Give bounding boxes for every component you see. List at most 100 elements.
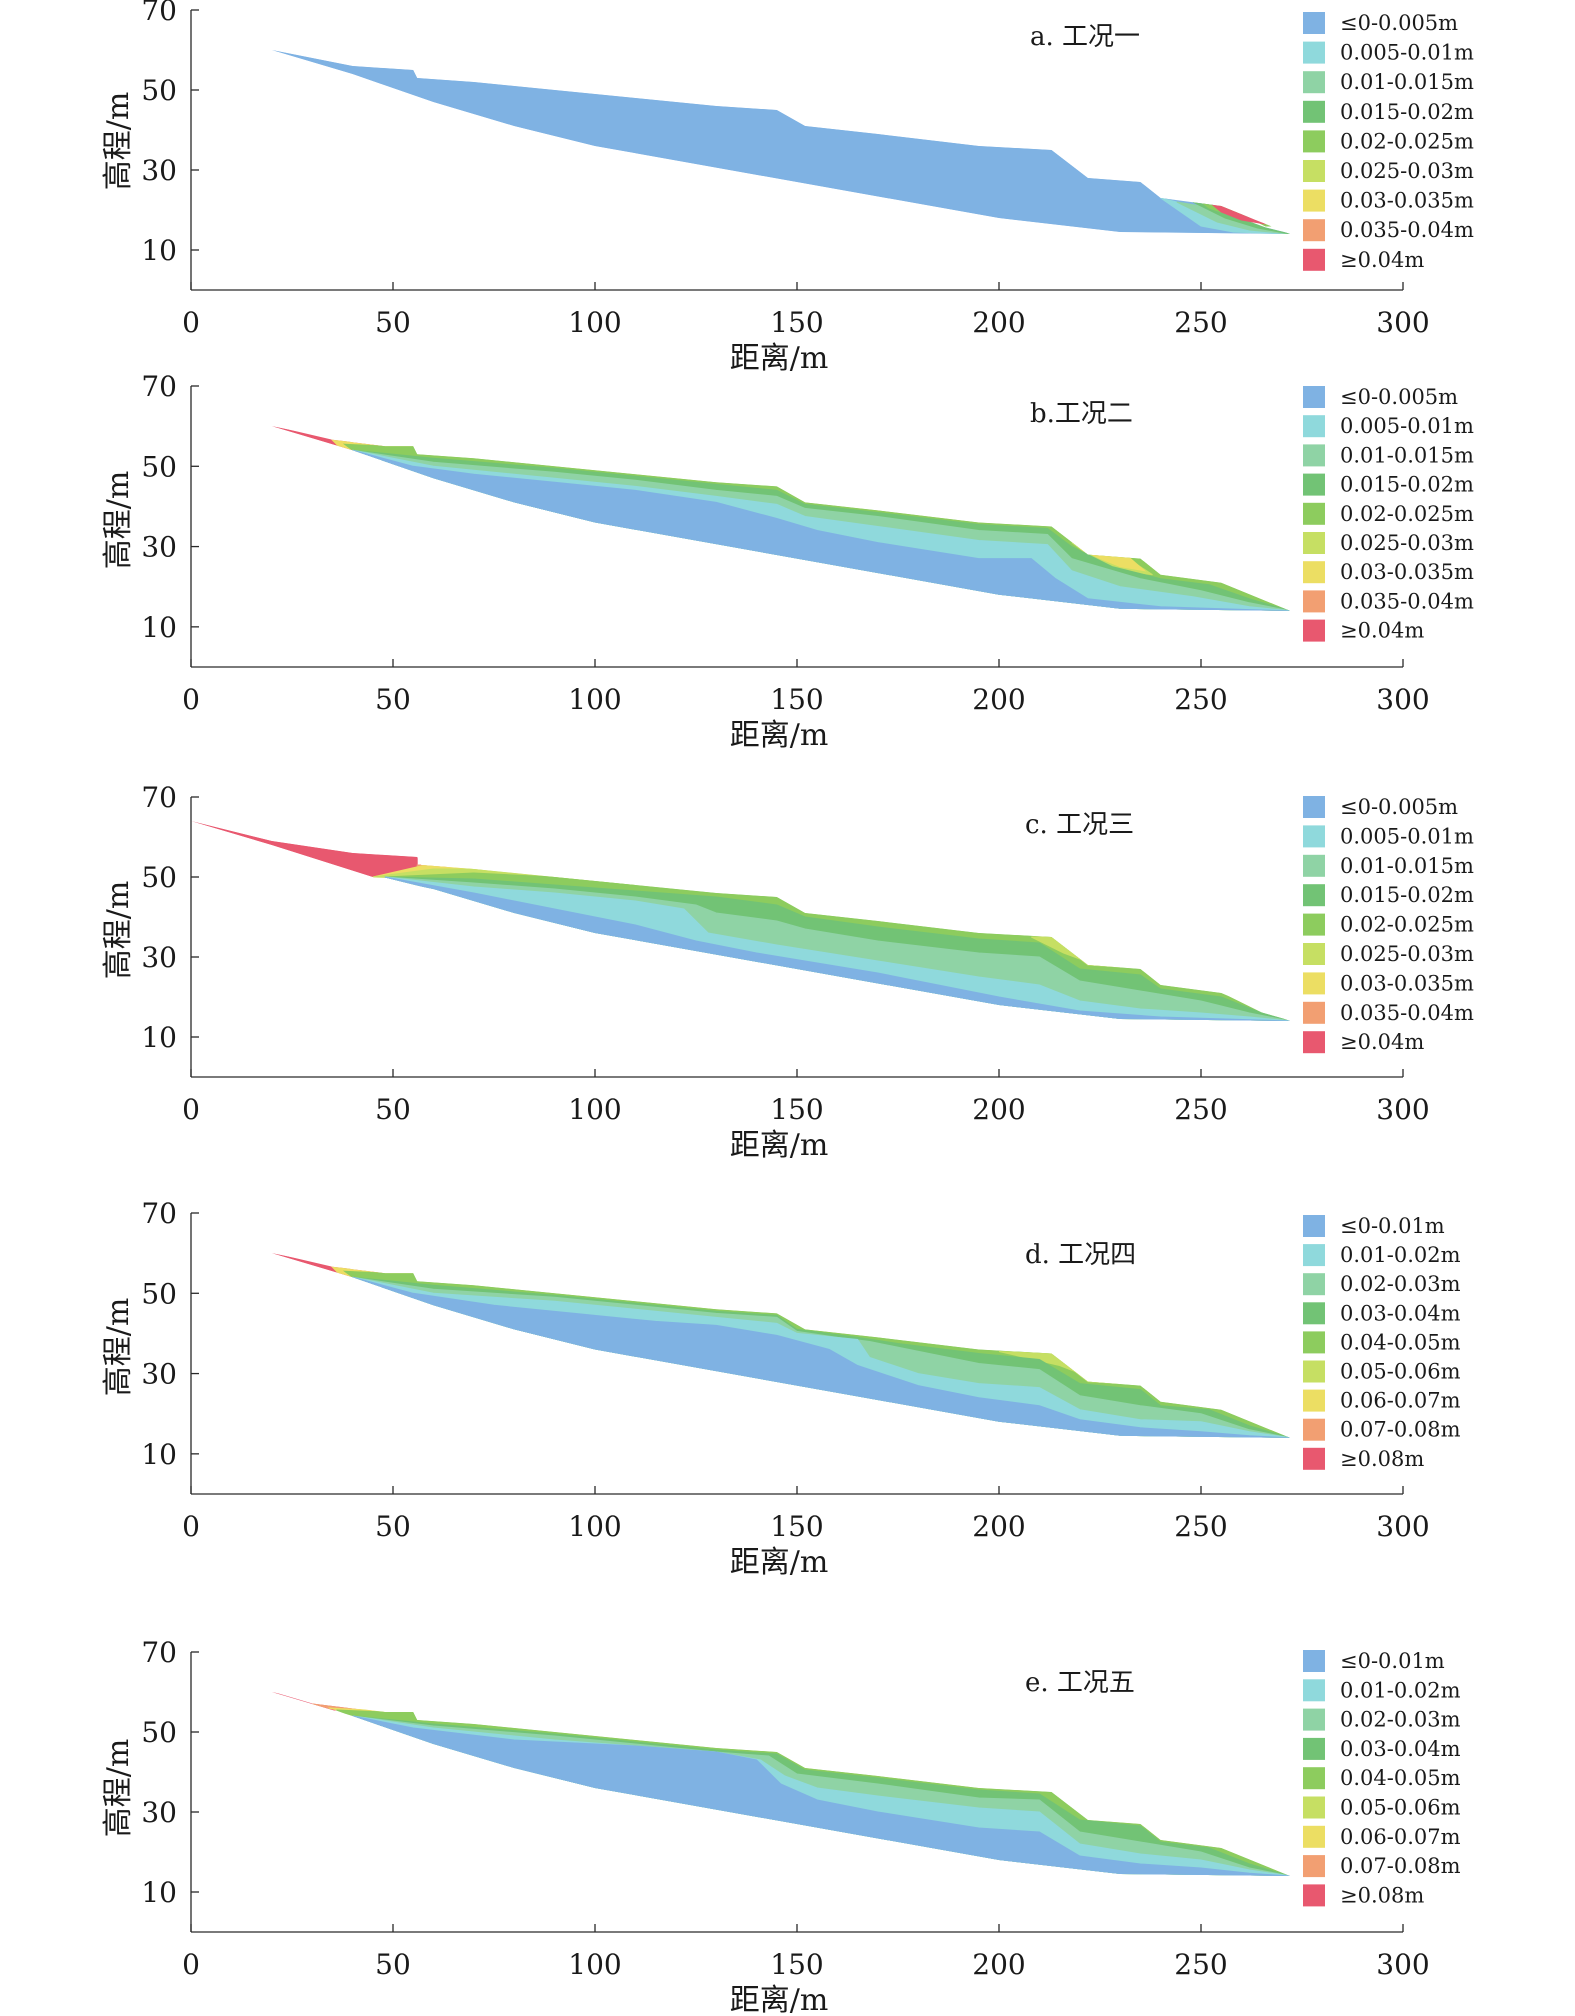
y-tick-label: 70: [141, 1197, 177, 1230]
y-tick-label: 30: [141, 1358, 177, 1391]
legend-swatch: [1303, 913, 1325, 936]
legend-label: ≥0.04m: [1340, 248, 1424, 272]
legend-label: 0.03-0.04m: [1340, 1737, 1461, 1761]
x-tick-label: 50: [375, 1948, 411, 1981]
legend-swatch: [1303, 1737, 1325, 1760]
legend-swatch: [1303, 1855, 1325, 1878]
legend-swatch: [1303, 1001, 1325, 1024]
y-tick-label: 70: [141, 0, 177, 27]
legend-swatch: [1303, 1244, 1325, 1267]
x-tick-label: 150: [770, 1948, 823, 1981]
y-tick-label: 30: [141, 941, 177, 974]
x-axis-title: 距离/m: [730, 718, 829, 753]
legend-label: 0.005-0.01m: [1340, 41, 1474, 65]
legend: ≤0-0.005m 0.005-0.01m 0.01-0.015m 0.015-0.0…: [1303, 385, 1474, 643]
x-tick-label: 50: [375, 306, 411, 339]
legend: ≤0-0.005m 0.005-0.01m 0.01-0.015m 0.015-0.0…: [1303, 11, 1474, 272]
legend-swatch: [1303, 100, 1325, 123]
zones: [191, 410, 1290, 611]
legend-swatch: [1303, 1215, 1325, 1237]
legend-swatch: [1303, 619, 1325, 642]
legend-swatch: [1303, 972, 1325, 995]
x-tick-label: 100: [568, 1510, 621, 1543]
legend-swatch: [1303, 473, 1325, 496]
legend-swatch: [1303, 1650, 1325, 1672]
x-tick-label: 300: [1376, 683, 1429, 716]
zones: [191, 1237, 1290, 1438]
legend-swatch: [1303, 415, 1325, 438]
legend-swatch: [1303, 41, 1325, 64]
y-tick-label: 10: [141, 611, 177, 644]
legend-label: 0.01-0.015m: [1340, 854, 1474, 878]
legend-label: 0.03-0.035m: [1340, 971, 1474, 995]
y-tick-label: 70: [141, 370, 177, 403]
zone-1: [191, 34, 1290, 234]
x-axis-title: 距离/m: [730, 341, 829, 376]
x-tick-label: 200: [972, 1510, 1025, 1543]
chart-panel-3: 0 50 100 150 200 250 300 10 30 50 70 距离/m 高程/m c. 工况三…: [101, 781, 1474, 1163]
legend-swatch: [1303, 1767, 1325, 1790]
panel-title: a. 工况一: [1030, 22, 1140, 52]
x-tick-label: 250: [1174, 1093, 1227, 1126]
legend-label: ≤0-0.01m: [1340, 1214, 1445, 1238]
x-tick-label: 300: [1376, 1093, 1429, 1126]
panel-title: e. 工况五: [1025, 1668, 1135, 1698]
y-tick-label: 70: [141, 781, 177, 814]
legend-swatch: [1303, 796, 1325, 818]
legend-label: 0.02-0.025m: [1340, 913, 1474, 937]
y-tick-label: 10: [141, 1438, 177, 1471]
x-tick-label: 200: [972, 1948, 1025, 1981]
x-tick-label: 150: [770, 683, 823, 716]
x-tick-label: 100: [568, 1948, 621, 1981]
y-axis-title: 高程/m: [101, 92, 136, 191]
legend-label: ≤0-0.005m: [1340, 795, 1458, 819]
legend-label: 0.02-0.025m: [1340, 502, 1474, 526]
x-tick-label: 150: [770, 1510, 823, 1543]
zone-9: [352, 449, 1290, 611]
legend-swatch: [1303, 561, 1325, 584]
x-tick-label: 100: [568, 306, 621, 339]
legend-label: 0.04-0.05m: [1340, 1766, 1461, 1790]
y-tick-label: 10: [141, 1021, 177, 1054]
x-tick-label: 0: [182, 306, 200, 339]
y-axis-title: 高程/m: [101, 1739, 136, 1838]
y-tick-label: 10: [141, 1876, 177, 1909]
legend-label: 0.025-0.03m: [1340, 531, 1474, 555]
y-tick-label: 50: [141, 861, 177, 894]
legend-label: 0.05-0.06m: [1340, 1796, 1461, 1820]
y-tick-label: 30: [141, 531, 177, 564]
legend-swatch: [1303, 444, 1325, 467]
legend-label: 0.005-0.01m: [1340, 414, 1474, 438]
legend-label: 0.03-0.04m: [1340, 1301, 1461, 1325]
legend-label: 0.02-0.025m: [1340, 129, 1474, 153]
x-tick-label: 200: [972, 306, 1025, 339]
zones: [191, 821, 1290, 1021]
legend-label: ≤0-0.01m: [1340, 1649, 1445, 1673]
legend-label: 0.035-0.04m: [1340, 1001, 1474, 1025]
legend-swatch: [1303, 1679, 1325, 1702]
x-tick-label: 150: [770, 1093, 823, 1126]
legend-label: 0.07-0.08m: [1340, 1418, 1461, 1442]
legend-swatch: [1303, 1302, 1325, 1325]
x-axis-title: 距离/m: [730, 1128, 829, 1163]
legend-label: 0.01-0.015m: [1340, 443, 1474, 467]
legend-swatch: [1303, 1884, 1325, 1907]
legend-swatch: [1303, 130, 1325, 153]
legend: ≤0-0.01m 0.01-0.02m 0.02-0.03m 0.03-0.04m 0.…: [1303, 1214, 1461, 1471]
x-axis-title: 距离/m: [730, 1983, 829, 2016]
legend-swatch: [1303, 1360, 1325, 1383]
x-tick-label: 50: [375, 1093, 411, 1126]
legend-swatch: [1303, 884, 1325, 907]
legend-label: 0.015-0.02m: [1340, 100, 1474, 124]
legend-swatch: [1303, 825, 1325, 848]
legend-swatch: [1303, 502, 1325, 525]
x-axis-title: 距离/m: [730, 1545, 829, 1580]
legend-label: 0.05-0.06m: [1340, 1360, 1461, 1384]
y-axis-title: 高程/m: [101, 881, 136, 980]
y-axis-title: 高程/m: [101, 1298, 136, 1397]
legend-label: 0.06-0.07m: [1340, 1825, 1461, 1849]
legend-label: 0.035-0.04m: [1340, 218, 1474, 242]
y-tick-label: 30: [141, 154, 177, 187]
y-tick-label: 50: [141, 74, 177, 107]
